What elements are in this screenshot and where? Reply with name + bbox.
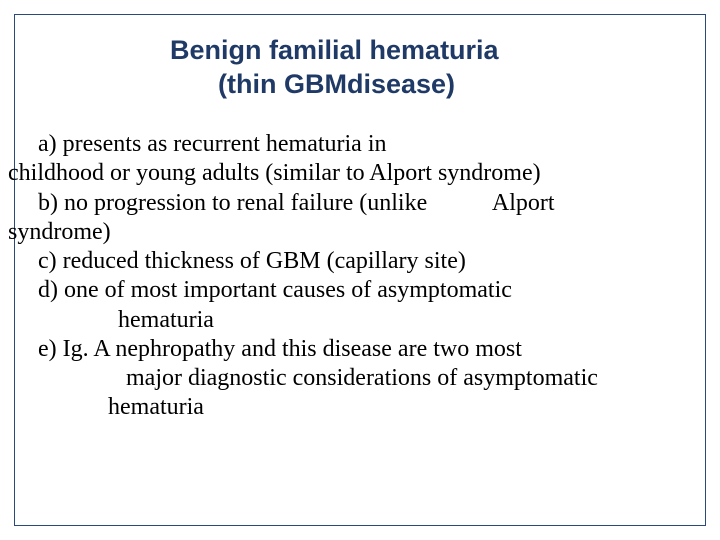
slide-title: Benign familial hematuria (thin GBMdisea…	[0, 34, 720, 102]
title-line-2: (thin GBMdisease)	[170, 68, 680, 102]
item-e-wrap2: hematuria	[8, 394, 204, 420]
item-b: b) no progression to renal failure (unli…	[8, 189, 712, 248]
item-e-wrap1: major diagnostic considerations of asymp…	[8, 365, 598, 391]
item-a-lead: a) presents as recurrent hematuria in	[8, 131, 387, 157]
item-b-lead: b) no progression to renal failure (unli…	[8, 190, 427, 216]
item-d: d) one of most important causes of asymp…	[8, 276, 712, 335]
item-e-lead: e) Ig. A nephropathy and this disease ar…	[8, 336, 522, 362]
item-b-tail: Alport	[492, 190, 555, 216]
item-a: a) presents as recurrent hematuria in ch…	[8, 130, 712, 189]
item-d-lead: d) one of most important causes of asymp…	[8, 277, 512, 303]
item-c-text: c) reduced thickness of GBM (capillary s…	[8, 248, 466, 274]
item-b-wrap: syndrome)	[8, 219, 111, 245]
item-d-wrap: hematuria	[8, 307, 214, 333]
slide-body: a) presents as recurrent hematuria in ch…	[8, 130, 712, 423]
item-e: e) Ig. A nephropathy and this disease ar…	[8, 335, 712, 423]
item-a-wrap: childhood or young adults (similar to Al…	[8, 160, 541, 186]
item-c: c) reduced thickness of GBM (capillary s…	[8, 247, 712, 276]
title-line-1: Benign familial hematuria	[170, 34, 680, 68]
slide: Benign familial hematuria (thin GBMdisea…	[0, 0, 720, 540]
